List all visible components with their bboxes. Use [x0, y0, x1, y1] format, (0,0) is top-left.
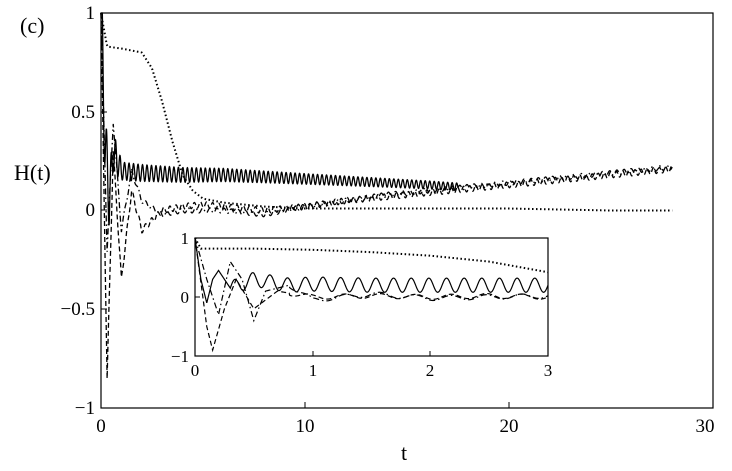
x-axis-label: t — [401, 440, 407, 465]
inset-x-tick-label-3: 3 — [544, 361, 553, 380]
inset-x-tick-label-2: 2 — [426, 361, 435, 380]
inset-y-tick-label-0: 0 — [181, 288, 190, 307]
inset-x-tick-label-1: 1 — [309, 361, 318, 380]
x-tick-label-30: 30 — [696, 416, 715, 437]
panel-label: (c) — [20, 13, 44, 38]
x-tick-label-20: 20 — [500, 416, 519, 437]
inset-series-dash-dot — [194, 237, 549, 323]
y-axis-label: H(t) — [14, 160, 51, 185]
main-y-ticks: 1 0.5 0 −0.5 −1 — [61, 3, 107, 419]
main-series-dash-dot — [100, 12, 673, 252]
x-tick-label-0: 0 — [96, 416, 106, 437]
inset-series-group — [194, 237, 549, 353]
inset-series-dotted — [194, 237, 549, 274]
y-tick-label-1: 1 — [86, 3, 96, 24]
inset-series-solid — [194, 237, 549, 304]
inset-series-dashed — [194, 237, 549, 353]
y-tick-label-0: 0 — [86, 200, 96, 221]
y-tick-label--1: −1 — [75, 398, 95, 419]
inset-y-ticks: 1 0 −1 — [171, 229, 200, 366]
inset-panel: 0 1 2 3 1 0 −1 — [171, 229, 552, 380]
main-series-group — [100, 12, 673, 379]
inset-plot-frame — [194, 237, 549, 357]
y-tick-label--0.5: −0.5 — [61, 299, 95, 320]
main-series-dotted — [100, 12, 673, 212]
inset-x-ticks: 0 1 2 3 — [191, 351, 553, 380]
main-panel: (c) 0 10 20 30 1 0.5 0 −0.5 −1 t H(t) — [14, 3, 715, 465]
inset-y-tick-label--1: −1 — [171, 347, 189, 366]
main-series-dashed — [100, 12, 673, 379]
inset-x-tick-label-0: 0 — [191, 361, 200, 380]
y-tick-label-0.5: 0.5 — [71, 102, 95, 123]
x-tick-label-10: 10 — [296, 416, 315, 437]
main-x-ticks: 0 10 20 30 — [96, 402, 715, 437]
inset-y-tick-label-1: 1 — [181, 229, 190, 248]
main-series-solid — [101, 12, 459, 226]
